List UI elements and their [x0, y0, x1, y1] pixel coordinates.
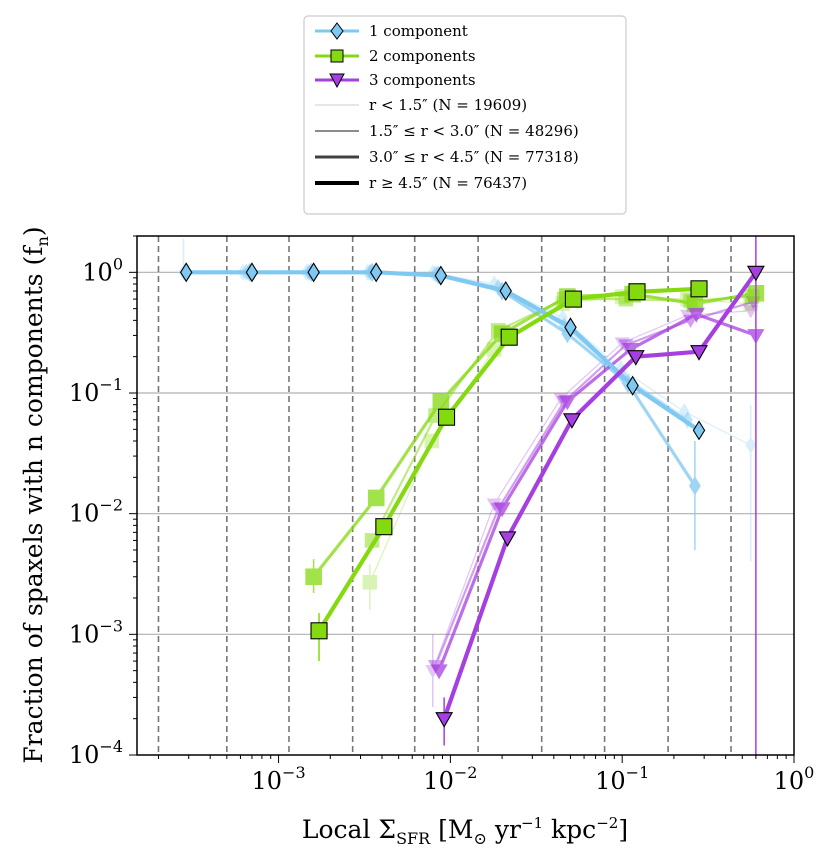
x-label-units: [M: [430, 815, 473, 844]
series-c2-r0: [362, 289, 759, 610]
legend-entry-r0: r < 1.5″ (N = 19609): [315, 96, 527, 114]
series-c3-r3: [435, 236, 765, 755]
y-label-main: Fraction of spaxels with n components (f: [19, 245, 48, 764]
legend-label-r0: r < 1.5″ (N = 19609): [369, 96, 527, 114]
y-label-sub: n: [33, 236, 52, 246]
x-label-sun: ⊙: [474, 829, 487, 848]
series-c3-r0: [425, 305, 759, 707]
point-c1-r2-8: [688, 476, 701, 496]
point-c2-r3-2: [310, 622, 328, 640]
point-c3-r3-9: [746, 265, 765, 282]
legend-label-r2: 3.0″ ≤ r < 4.5″ (N = 77318): [369, 148, 579, 166]
x-label-kpc: kpc: [543, 815, 596, 844]
point-c2-r3-7: [628, 283, 646, 301]
legend-label-1: 1 component: [369, 22, 468, 40]
legend-entry-1: 1 component: [315, 22, 468, 40]
y-tick-label-3: 10−3: [69, 616, 123, 648]
x-label-yr: yr: [487, 815, 521, 844]
x-axis-label: Local ΣSFR [M⊙ yr−1 kpc−2]: [302, 814, 628, 848]
series-layer: [178, 236, 765, 755]
y-tick-label-2: 10−2: [69, 496, 123, 528]
point-c3-r2-6: [558, 395, 576, 411]
point-c3-r2-8: [687, 307, 705, 323]
point-c2-r3-5: [500, 328, 518, 346]
point-c3-r3-4: [435, 712, 454, 728]
point-c1-r3-1: [245, 262, 259, 283]
y-tick-label-0: 100: [82, 254, 123, 286]
series-c1-r3: [179, 262, 706, 441]
point-c2-r3-3: [375, 518, 393, 536]
point-c1-r3-5: [499, 280, 512, 302]
point-c1-r3-2: [307, 262, 320, 283]
legend-entry-r3: r ≥ 4.5″ (N = 76437): [315, 174, 527, 192]
x-tick-label-0: 10−3: [251, 763, 305, 795]
x-label-base: Local Σ: [302, 815, 396, 844]
legend-label-r3: r ≥ 4.5″ (N = 76437): [369, 174, 527, 192]
legend-entry-2: 2 components: [315, 47, 476, 65]
x-tick-label-1: 10−2: [423, 763, 477, 795]
point-c1-r3-0: [179, 262, 193, 283]
grid-layer: [137, 271, 794, 635]
point-c3-r3-5: [498, 531, 517, 547]
x-label-kpc-exp: −2: [596, 814, 618, 832]
point-c1-r3-4: [434, 265, 448, 286]
series-line-c2-r2: [312, 291, 757, 578]
point-c1-r3-7: [626, 375, 639, 396]
point-c3-r3-6: [562, 413, 581, 429]
legend-square-icon: [330, 49, 344, 63]
point-c1-r3-8: [692, 420, 706, 441]
point-c2-r2-4: [432, 393, 450, 410]
legend: 1 component 2 components 3 components r …: [303, 15, 627, 215]
point-c2-r3-4: [437, 408, 456, 426]
y-tick-label-1: 10−1: [69, 375, 123, 407]
point-c3-r3-8: [690, 345, 708, 361]
legend-entry-r2: 3.0″ ≤ r < 4.5″ (N = 77318): [315, 148, 579, 166]
point-c1-r3-6: [564, 317, 577, 338]
y-axis-label: Fraction of spaxels with n components (f…: [19, 226, 52, 763]
legend-entry-3: 3 components: [315, 71, 476, 89]
point-c2-r3-8: [690, 280, 708, 298]
point-c2-r2-3: [367, 489, 385, 507]
point-c3-r2-4: [430, 664, 448, 680]
series-c2-r3: [310, 280, 708, 662]
point-c1-r3-3: [369, 262, 383, 283]
point-c1-r0-9: [745, 436, 756, 454]
point-c2-r2-2: [305, 568, 322, 586]
legend-label-r1: 1.5″ ≤ r < 3.0″ (N = 48296): [369, 122, 579, 140]
y-label-close: ): [19, 226, 48, 236]
series-line-c3-r3: [442, 271, 758, 720]
ticks-layer: 10−3 10−2 10−1 100 100 10−1 10−2 10−3 10−4: [69, 235, 815, 795]
point-c2-r0-3: [362, 574, 378, 590]
legend-entry-r1: 1.5″ ≤ r < 3.0″ (N = 48296): [315, 122, 579, 140]
legend-frame: [303, 15, 627, 215]
x-tick-label-3: 100: [774, 763, 815, 795]
legend-label-2: 2 components: [369, 47, 476, 65]
x-label-close: ]: [618, 815, 628, 844]
plot-frame: [136, 235, 795, 756]
y-tick-label-4: 10−4: [69, 737, 123, 769]
bin-edges-layer: [157, 236, 732, 755]
legend-triangle-icon: [329, 73, 345, 89]
x-tick-label-2: 10−1: [595, 763, 649, 795]
series-c3-r2: [430, 307, 765, 680]
point-c3-r3-7: [626, 350, 645, 366]
legend-label-3: 3 components: [369, 71, 476, 89]
x-label-yr-exp: −1: [521, 814, 543, 832]
series-line-c3-r2: [437, 312, 757, 672]
x-label-sub: SFR: [396, 829, 431, 848]
legend-diamond-icon: [330, 22, 344, 40]
point-c3-r0-9: [743, 305, 759, 319]
point-c3-r2-5: [493, 502, 511, 518]
point-c2-r3-6: [564, 290, 582, 308]
